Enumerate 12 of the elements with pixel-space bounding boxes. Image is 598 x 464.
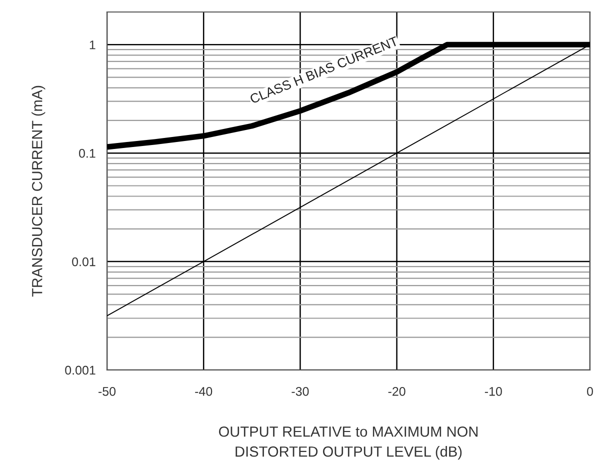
x-tick-label: 0 — [587, 386, 593, 396]
y-tick-label: 0.1 — [79, 148, 96, 158]
y-axis-title: TRANSDUCER CURRENT (mA) — [32, 86, 46, 297]
x-tick-label: -50 — [98, 386, 116, 396]
y-tick-label: 1 — [90, 40, 96, 50]
y-tick-label: 0.001 — [65, 366, 96, 375]
x-axis-title: OUTPUT RELATIVE to MAXIMUM NON DISTORTED OUTPUT LEVEL (dB) — [219, 426, 478, 460]
x-tick-label: -40 — [195, 386, 212, 396]
x-tick-label: -10 — [484, 386, 502, 396]
y-tick-label: 0.01 — [72, 257, 96, 266]
x-tick-label: -30 — [292, 386, 309, 396]
x-tick-label: -20 — [388, 386, 406, 396]
